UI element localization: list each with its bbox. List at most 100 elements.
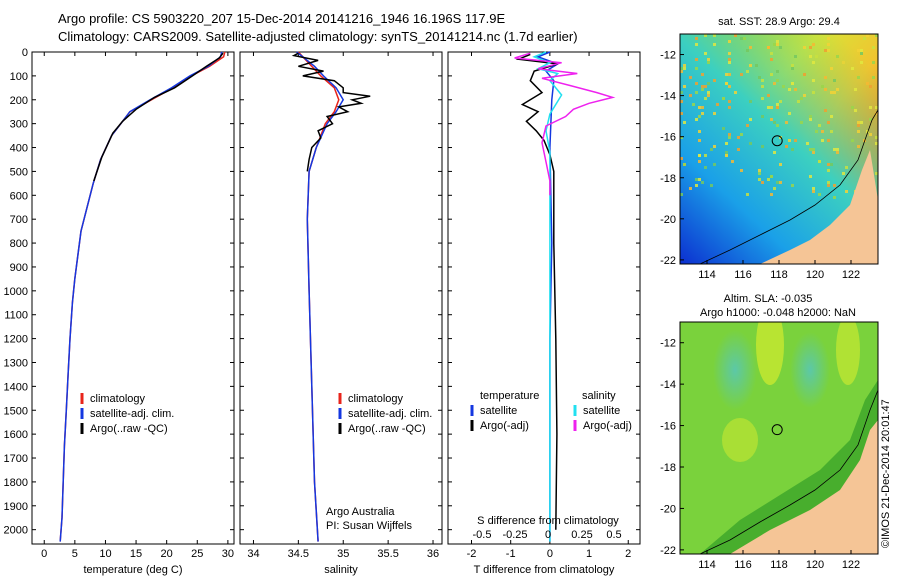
argo-position-marker (771, 424, 783, 436)
header-line-1: Argo profile: CS 5903220_207 15-Dec-2014… (58, 11, 505, 26)
sst-pixel (725, 154, 728, 157)
sst-pixel (803, 46, 806, 49)
sst-pixel (851, 139, 854, 142)
australia-land (760, 150, 878, 264)
x-tick-label-salinity: 0.5 (606, 529, 621, 541)
sst-pixel (701, 112, 704, 115)
sst-pixel (767, 178, 770, 181)
sst-pixel (827, 163, 830, 166)
x-tick-label: 0 (41, 548, 47, 560)
sst-pixel (680, 157, 683, 160)
sst-pixel (809, 55, 812, 58)
sst-pixel (776, 43, 779, 46)
sst-pixel (830, 91, 833, 94)
sst-pixel (740, 169, 743, 172)
sst-pixel (776, 70, 779, 73)
sst-pixel (812, 79, 815, 82)
sst-pixel (704, 34, 707, 37)
sst-pixel (776, 79, 779, 82)
y-tick-label: 600 (10, 190, 28, 202)
sst-pixel (812, 61, 815, 64)
sst-pixel (695, 82, 698, 85)
sst-pixel (860, 52, 863, 55)
sst-pixel (680, 67, 683, 70)
sst-pixel (857, 121, 860, 124)
sst-pixel (794, 88, 797, 91)
sst-pixel (683, 64, 686, 67)
sst-pixel (875, 106, 878, 109)
sst-pixel (689, 76, 692, 79)
y-tick-label: 100 (10, 71, 28, 83)
sst-pixel (758, 172, 761, 175)
map-x-tick-label: 116 (734, 559, 752, 571)
sst-pixel (782, 85, 785, 88)
sst-pixel (761, 115, 764, 118)
x-tick-label: -1 (506, 548, 516, 560)
y-tick-label: 800 (10, 238, 28, 250)
sst-pixel (812, 43, 815, 46)
x-tick-label: 15 (130, 548, 142, 560)
y-tick-label: 1000 (4, 286, 28, 298)
x-tick-label-salinity: 0.25 (571, 529, 592, 541)
sla-blob (790, 332, 830, 408)
sla-high (836, 322, 860, 385)
y-tick-label: 0 (22, 47, 28, 59)
sst-pixel (683, 67, 686, 70)
sst-pixel (701, 88, 704, 91)
sla-high (756, 322, 784, 385)
sst-pixel (770, 52, 773, 55)
sst-pixel (692, 103, 695, 106)
legend-label: Argo(..raw -QC) (90, 423, 168, 435)
difference-panel: -2 -1 0 1 2 T difference from climatology temp… (447, 51, 641, 576)
sst-pixel (812, 190, 815, 193)
map-y-tick-label: -22 (660, 255, 676, 267)
x-tick-label: 34 (247, 548, 259, 560)
sst-map-ticks: 114 116 118 120 122 -12 -14 -16 -18 -20 -22 (660, 50, 860, 281)
legend-label: satellite-adj. clim. (90, 408, 174, 420)
sst-pixel (695, 58, 698, 61)
sst-pixel (791, 148, 794, 151)
legend-label: satellite (583, 405, 620, 417)
legend-label: satellite (480, 405, 517, 417)
sst-pixel (809, 46, 812, 49)
y-tick-label: 1100 (4, 310, 28, 322)
sst-pixel (866, 34, 869, 37)
sst-pixel (773, 121, 776, 124)
sst-pixel (770, 175, 773, 178)
sst-pixel (791, 64, 794, 67)
sst-pixel (707, 82, 710, 85)
sst-pixel (875, 172, 878, 175)
sst-pixel (794, 139, 797, 142)
sst-pixel (698, 139, 701, 142)
sst-pixel (821, 85, 824, 88)
sst-pixel (728, 100, 731, 103)
australia-land (730, 420, 878, 554)
y-tick-label: 700 (10, 214, 28, 226)
y-tick-label: 300 (10, 119, 28, 131)
sst-pixel (869, 118, 872, 121)
sst-pixel (683, 121, 686, 124)
argo-position-marker (771, 135, 783, 147)
sst-pixel (779, 163, 782, 166)
sst-pixel (812, 91, 815, 94)
sst-pixel (770, 118, 773, 121)
map-x-tick-label: 122 (842, 269, 860, 281)
sst-pixel (821, 130, 824, 133)
sst-pixel (725, 73, 728, 76)
sst-pixel (695, 67, 698, 70)
sst-pixel (704, 154, 707, 157)
x-tick-label: 10 (99, 548, 111, 560)
sst-pixel (860, 49, 863, 52)
x-tick-label-salinity: -0.5 (473, 529, 492, 541)
sst-pixel (872, 76, 875, 79)
sst-pixel (776, 40, 779, 43)
sst-pixel (818, 193, 821, 196)
legend-label: Argo(-adj) (583, 420, 632, 432)
sst-pixel (866, 82, 869, 85)
map-y-tick-label: -14 (660, 379, 676, 391)
sst-pixel (680, 112, 683, 115)
sst-pixel (746, 193, 749, 196)
legend-heading: temperature (480, 390, 539, 402)
sst-pixel (713, 163, 716, 166)
map-y-tick-label: -14 (660, 91, 676, 103)
